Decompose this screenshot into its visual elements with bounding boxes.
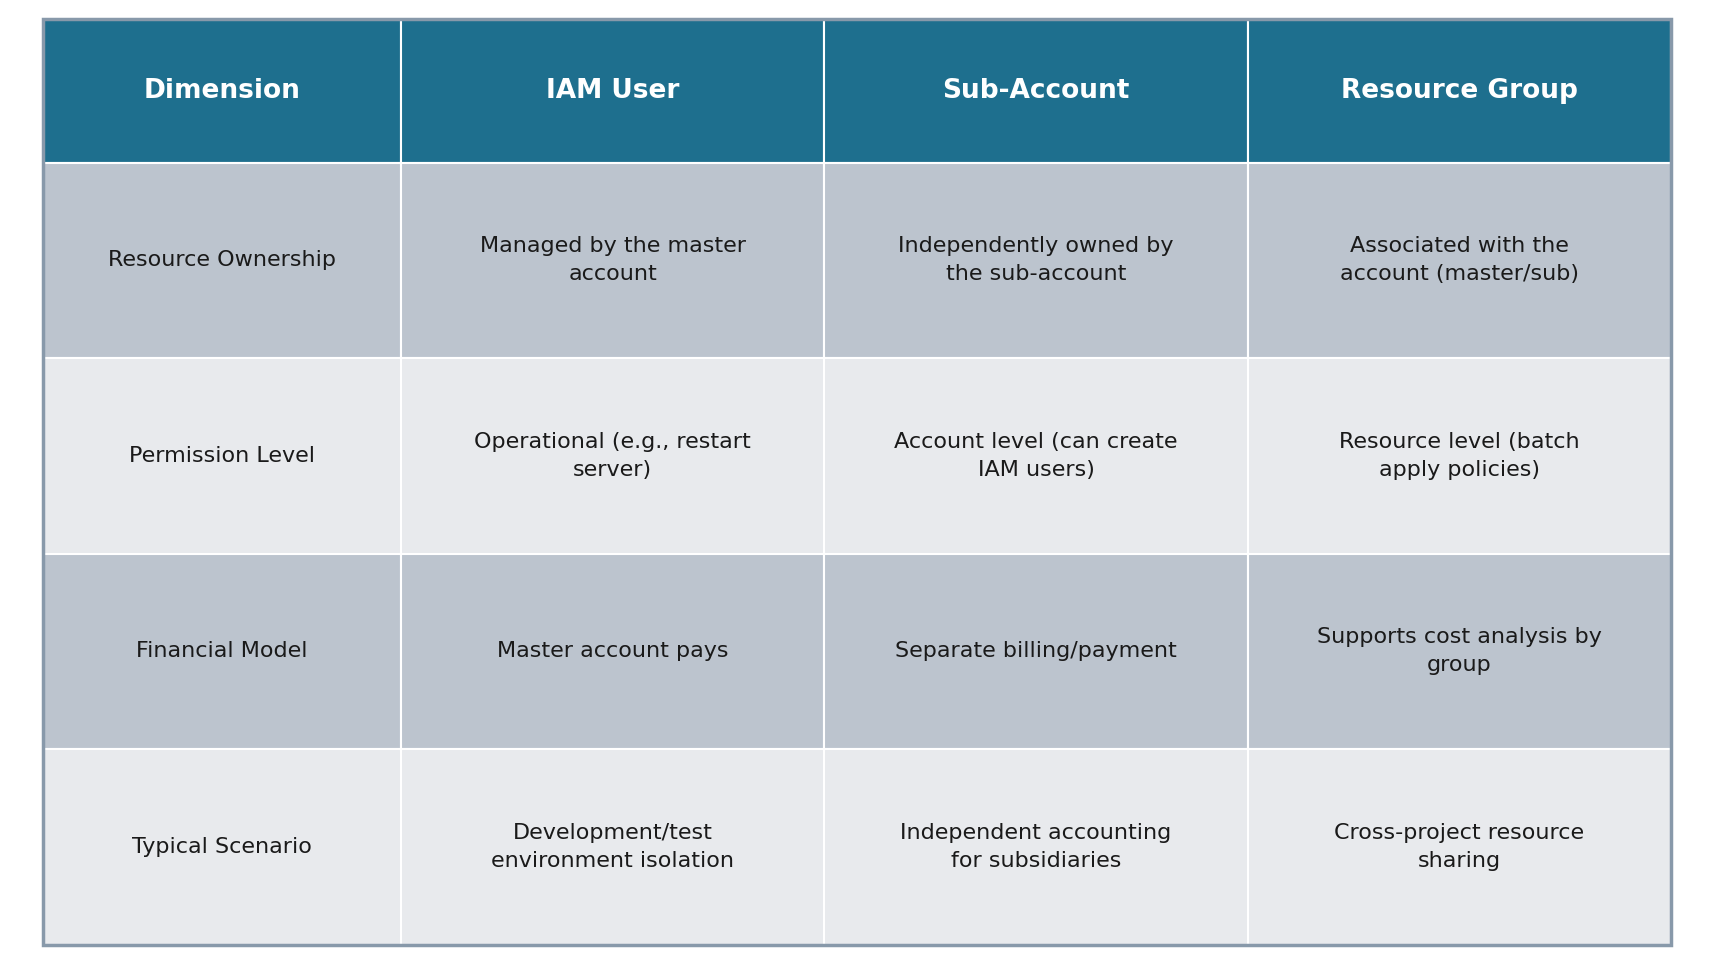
Text: Permission Level: Permission Level: [129, 446, 315, 466]
Bar: [1248, 553, 1671, 749]
Bar: [1248, 19, 1671, 163]
Bar: [1248, 163, 1671, 359]
Bar: [824, 359, 1248, 553]
Text: Account level (can create
IAM users): Account level (can create IAM users): [895, 432, 1178, 480]
Bar: [824, 19, 1248, 163]
Text: Managed by the master
account: Managed by the master account: [480, 236, 746, 284]
Bar: [1248, 749, 1671, 945]
Text: Supports cost analysis by
group: Supports cost analysis by group: [1316, 628, 1603, 676]
Bar: [401, 749, 824, 945]
Text: Resource level (batch
apply policies): Resource level (batch apply policies): [1339, 432, 1580, 480]
Bar: [43, 553, 401, 749]
Bar: [43, 163, 401, 359]
Bar: [824, 163, 1248, 359]
Bar: [824, 749, 1248, 945]
Bar: [401, 19, 824, 163]
Bar: [1248, 359, 1671, 553]
Text: Associated with the
account (master/sub): Associated with the account (master/sub): [1340, 236, 1579, 284]
Text: Operational (e.g., restart
server): Operational (e.g., restart server): [475, 432, 751, 480]
Text: Independent accounting
for subsidiaries: Independent accounting for subsidiaries: [900, 823, 1172, 870]
Text: Cross-project resource
sharing: Cross-project resource sharing: [1335, 823, 1584, 870]
Bar: [401, 553, 824, 749]
Text: IAM User: IAM User: [547, 78, 679, 104]
Bar: [43, 19, 401, 163]
Text: Typical Scenario: Typical Scenario: [132, 837, 312, 857]
Bar: [401, 359, 824, 553]
Bar: [43, 359, 401, 553]
Text: Sub-Account: Sub-Account: [943, 78, 1130, 104]
Bar: [43, 749, 401, 945]
Bar: [824, 553, 1248, 749]
Text: Development/test
environment isolation: Development/test environment isolation: [492, 823, 734, 870]
Bar: [401, 163, 824, 359]
Text: Master account pays: Master account pays: [497, 641, 728, 661]
Text: Dimension: Dimension: [144, 78, 300, 104]
Text: Separate billing/payment: Separate billing/payment: [895, 641, 1178, 661]
Text: Independently owned by
the sub-account: Independently owned by the sub-account: [898, 236, 1174, 284]
Text: Financial Model: Financial Model: [135, 641, 309, 661]
Text: Resource Group: Resource Group: [1340, 78, 1579, 104]
Text: Resource Ownership: Resource Ownership: [108, 251, 336, 271]
